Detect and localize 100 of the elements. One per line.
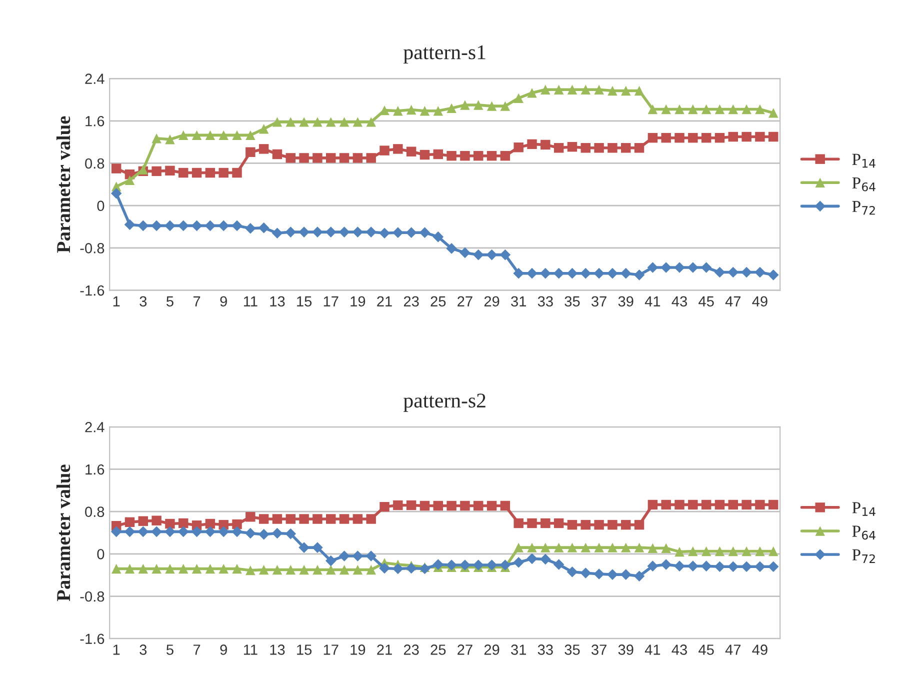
point bbox=[594, 84, 604, 95]
point bbox=[124, 219, 136, 230]
point bbox=[700, 560, 712, 572]
point bbox=[580, 568, 592, 578]
point bbox=[688, 262, 698, 273]
point bbox=[567, 142, 578, 152]
point bbox=[648, 104, 658, 114]
point bbox=[232, 526, 242, 538]
point bbox=[192, 564, 202, 574]
point bbox=[661, 104, 671, 114]
point bbox=[660, 559, 672, 570]
point bbox=[245, 528, 256, 539]
point bbox=[406, 104, 416, 115]
point bbox=[728, 132, 738, 142]
point bbox=[648, 500, 658, 510]
point bbox=[527, 139, 537, 150]
point bbox=[299, 564, 309, 575]
point bbox=[232, 168, 242, 178]
point bbox=[580, 268, 592, 279]
point bbox=[634, 520, 644, 530]
point bbox=[460, 150, 470, 161]
x-tick-label: 47 bbox=[725, 296, 741, 306]
y-tick-label: 0.8 bbox=[85, 506, 104, 517]
x-tick-label: 15 bbox=[297, 644, 312, 655]
x-tick-label: 11 bbox=[244, 644, 258, 655]
point bbox=[728, 266, 739, 278]
point bbox=[701, 546, 712, 556]
point bbox=[258, 222, 270, 234]
point bbox=[164, 526, 176, 538]
point bbox=[688, 560, 698, 572]
x-tick-label: 31 bbox=[511, 644, 526, 655]
point bbox=[634, 270, 645, 280]
x-tick-label: 15 bbox=[297, 296, 312, 307]
point bbox=[393, 106, 403, 116]
point bbox=[366, 117, 376, 127]
legend-label: P$_{14}$ bbox=[852, 154, 876, 168]
point bbox=[514, 542, 524, 552]
x-tick-label: 43 bbox=[672, 644, 687, 655]
point bbox=[326, 514, 336, 524]
point bbox=[110, 188, 122, 199]
legend-label: P$_{64}$ bbox=[852, 526, 876, 540]
point bbox=[594, 520, 604, 530]
x-tick-label: 3 bbox=[140, 296, 147, 307]
point bbox=[500, 560, 511, 570]
point bbox=[272, 564, 282, 575]
point bbox=[406, 562, 417, 574]
point bbox=[608, 520, 618, 530]
point bbox=[232, 564, 242, 574]
point bbox=[218, 130, 228, 140]
point bbox=[567, 520, 578, 530]
point bbox=[634, 570, 645, 582]
x-tick-label: 33 bbox=[538, 296, 553, 307]
point bbox=[754, 266, 766, 278]
point bbox=[768, 500, 778, 510]
y-tick-label: -1.6 bbox=[80, 634, 104, 644]
point bbox=[339, 514, 350, 524]
x-tick-label: 41 bbox=[644, 644, 660, 655]
point bbox=[352, 564, 363, 575]
x-tick-label: 39 bbox=[618, 644, 634, 655]
point bbox=[218, 168, 228, 178]
point bbox=[714, 266, 726, 278]
point bbox=[661, 132, 671, 143]
point bbox=[246, 130, 256, 140]
point bbox=[110, 526, 122, 538]
point bbox=[460, 100, 470, 110]
point bbox=[258, 144, 269, 154]
point bbox=[540, 542, 550, 552]
point bbox=[567, 84, 578, 95]
point bbox=[178, 220, 189, 232]
point bbox=[580, 143, 590, 153]
point bbox=[728, 546, 738, 556]
point bbox=[285, 226, 296, 238]
point bbox=[460, 500, 470, 511]
point bbox=[165, 134, 175, 144]
point bbox=[420, 150, 430, 160]
point bbox=[768, 108, 778, 118]
x-tick-label: 21 bbox=[377, 644, 392, 655]
point bbox=[674, 546, 684, 557]
point bbox=[164, 220, 176, 232]
x-tick-label: 19 bbox=[350, 644, 366, 655]
point bbox=[272, 149, 282, 160]
point bbox=[218, 526, 230, 538]
x-tick-label: 5 bbox=[166, 644, 174, 655]
y-tick-label: 1.6 bbox=[86, 464, 104, 475]
point bbox=[339, 153, 350, 163]
point bbox=[446, 150, 456, 161]
point bbox=[393, 500, 403, 510]
x-tick-label: 49 bbox=[752, 296, 768, 307]
x-tick-label: 3 bbox=[140, 644, 147, 655]
point bbox=[540, 518, 550, 528]
point bbox=[608, 542, 618, 552]
point bbox=[446, 500, 456, 511]
x-tick-label: 37 bbox=[591, 296, 606, 307]
point bbox=[540, 268, 551, 279]
point bbox=[124, 564, 135, 574]
chart-title: pattern-s1 bbox=[404, 45, 486, 64]
point bbox=[513, 556, 524, 568]
x-tick-label: 25 bbox=[430, 644, 446, 655]
point bbox=[742, 104, 752, 114]
point bbox=[433, 149, 444, 160]
